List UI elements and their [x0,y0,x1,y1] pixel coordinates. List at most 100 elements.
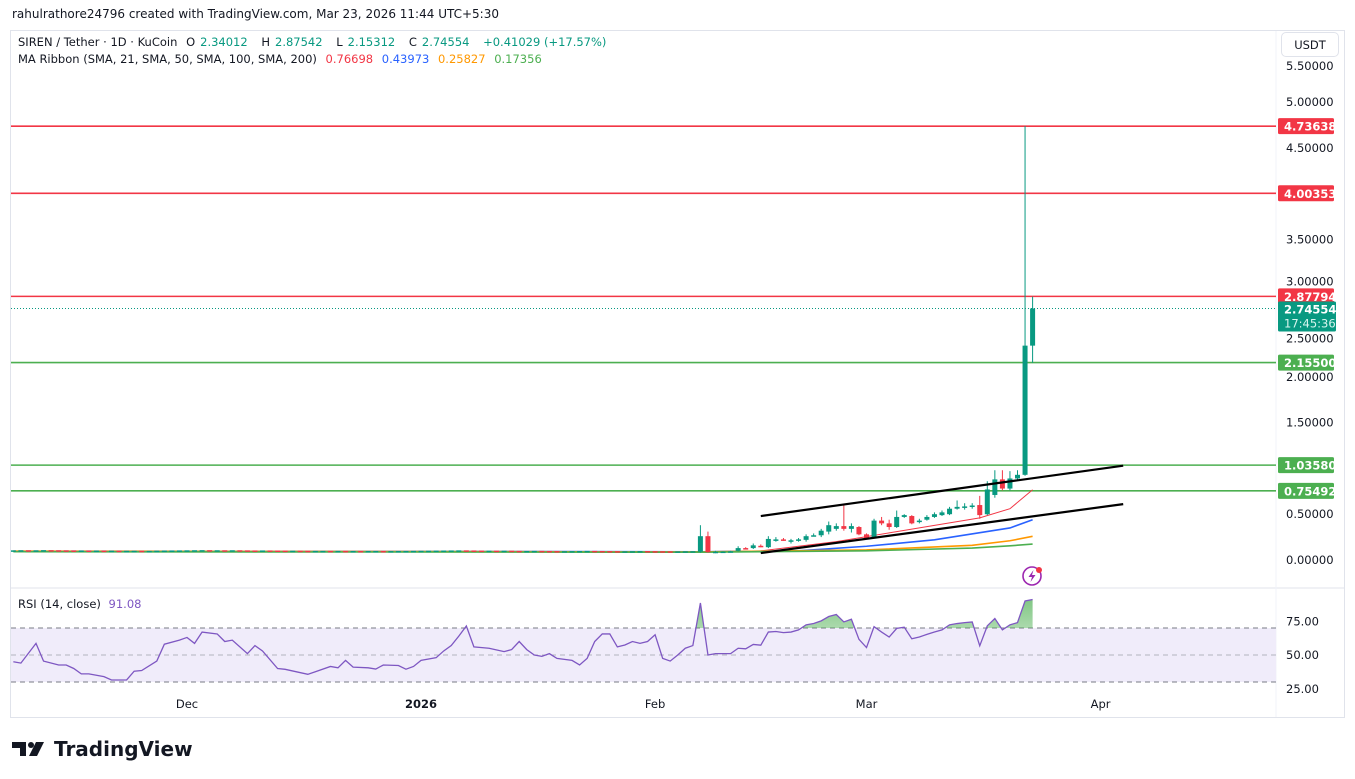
sma50-value: 0.43973 [381,52,430,66]
candle-body [962,506,968,508]
candle [622,551,628,553]
lightning-alert-icon[interactable] [1022,566,1042,586]
symbol-name[interactable]: SIREN / Tether · 1D · KuCoin [18,35,178,49]
candle [343,550,349,553]
candle [909,515,915,525]
candle [811,533,817,537]
price-tick-label: 5.00000 [1286,95,1334,109]
candle [395,550,401,553]
price-tick-label: 0.00000 [1286,553,1334,567]
candle [916,518,922,524]
countdown-text: 17:45:36 [1284,317,1336,331]
candle [629,551,635,553]
rsi-tick-label: 50.00 [1286,648,1319,662]
price-tick-label: 3.00000 [1286,274,1334,288]
candle [116,550,122,553]
candle [818,528,824,538]
candle-body [924,516,930,520]
candle-body [1030,308,1036,346]
candle [11,550,16,552]
time-tick-label: Mar [856,697,878,711]
candle-body [864,534,869,539]
time-tick-label: Feb [645,697,665,711]
ohlc-high: H 2.87542 [261,35,323,49]
sma100-value: 0.25827 [437,52,486,66]
candle [48,550,54,552]
candle-body [947,508,953,515]
candle [56,550,62,552]
trendline[interactable] [760,464,1124,518]
price-tick-label: 1.50000 [1286,416,1334,430]
candle [161,550,167,553]
tradingview-logo[interactable]: TradingView [12,737,193,761]
trendline[interactable] [760,503,1124,555]
candle [411,550,416,553]
candle [841,505,847,531]
candle [335,550,341,553]
candle [494,550,500,553]
candle [924,515,930,521]
candle-body [886,523,892,528]
candle [426,550,432,553]
candle [509,550,515,553]
candle [690,551,696,553]
ma-ribbon-label[interactable]: MA Ribbon (SMA, 21, SMA, 50, SMA, 100, S… [18,52,317,66]
time-axis[interactable]: Dec 2026 Feb Mar Apr [176,697,1111,711]
ma-ribbon-legend: MA Ribbon (SMA, 21, SMA, 50, SMA, 100, S… [18,52,547,66]
candle [478,550,484,553]
candle-body [954,506,960,509]
candle [388,551,394,553]
candle-body [969,505,975,507]
candle [33,550,39,552]
sma21-value: 0.76698 [325,52,374,66]
candle [214,550,220,552]
candle [788,538,794,544]
candle [705,531,711,553]
candle-body [773,539,779,541]
candle [25,550,31,552]
candle [577,550,583,553]
candle [433,550,439,553]
candle [516,550,522,553]
candle [758,544,764,548]
candle-body [848,526,854,529]
candle [848,523,854,533]
candle [101,550,107,553]
currency-button[interactable]: USDT [1281,32,1339,57]
ohlc-close: C 2.74554 [408,35,470,49]
candle [373,550,379,553]
candle [962,503,968,510]
ma-line-sma50 [13,518,1033,553]
price-tick-label: 4.50000 [1286,141,1334,155]
candle [267,550,273,552]
ohlc-open: O 2.34012 [186,35,248,49]
price-pane [11,125,1276,555]
candle-body [735,548,741,551]
candle [199,550,205,552]
level-badge-text: 2.15500 [1284,356,1336,370]
candle [931,512,937,518]
rsi-label[interactable]: RSI (14, close) [18,597,101,611]
candle [380,550,386,553]
price-axis[interactable]: 0.00000 0.50000 1.50000 2.00000 2.50000 3.000… [1286,59,1334,567]
candle [305,550,311,553]
rsi-line [13,598,1033,681]
candle-body [984,489,990,515]
candle-body [1022,345,1028,475]
candle-body [833,526,839,529]
candle [682,551,688,553]
candle [78,550,84,553]
candle [176,550,182,552]
candle [297,550,303,553]
candle [139,550,145,553]
rsi-value: 91.08 [108,597,142,611]
candle-body [901,515,907,517]
candle [365,550,371,553]
level-badge-text: 4.73638 [1284,120,1336,134]
candle [584,550,590,553]
tradingview-logo-icon [12,742,44,756]
time-tick-label: Dec [176,697,198,711]
candle [41,550,47,552]
